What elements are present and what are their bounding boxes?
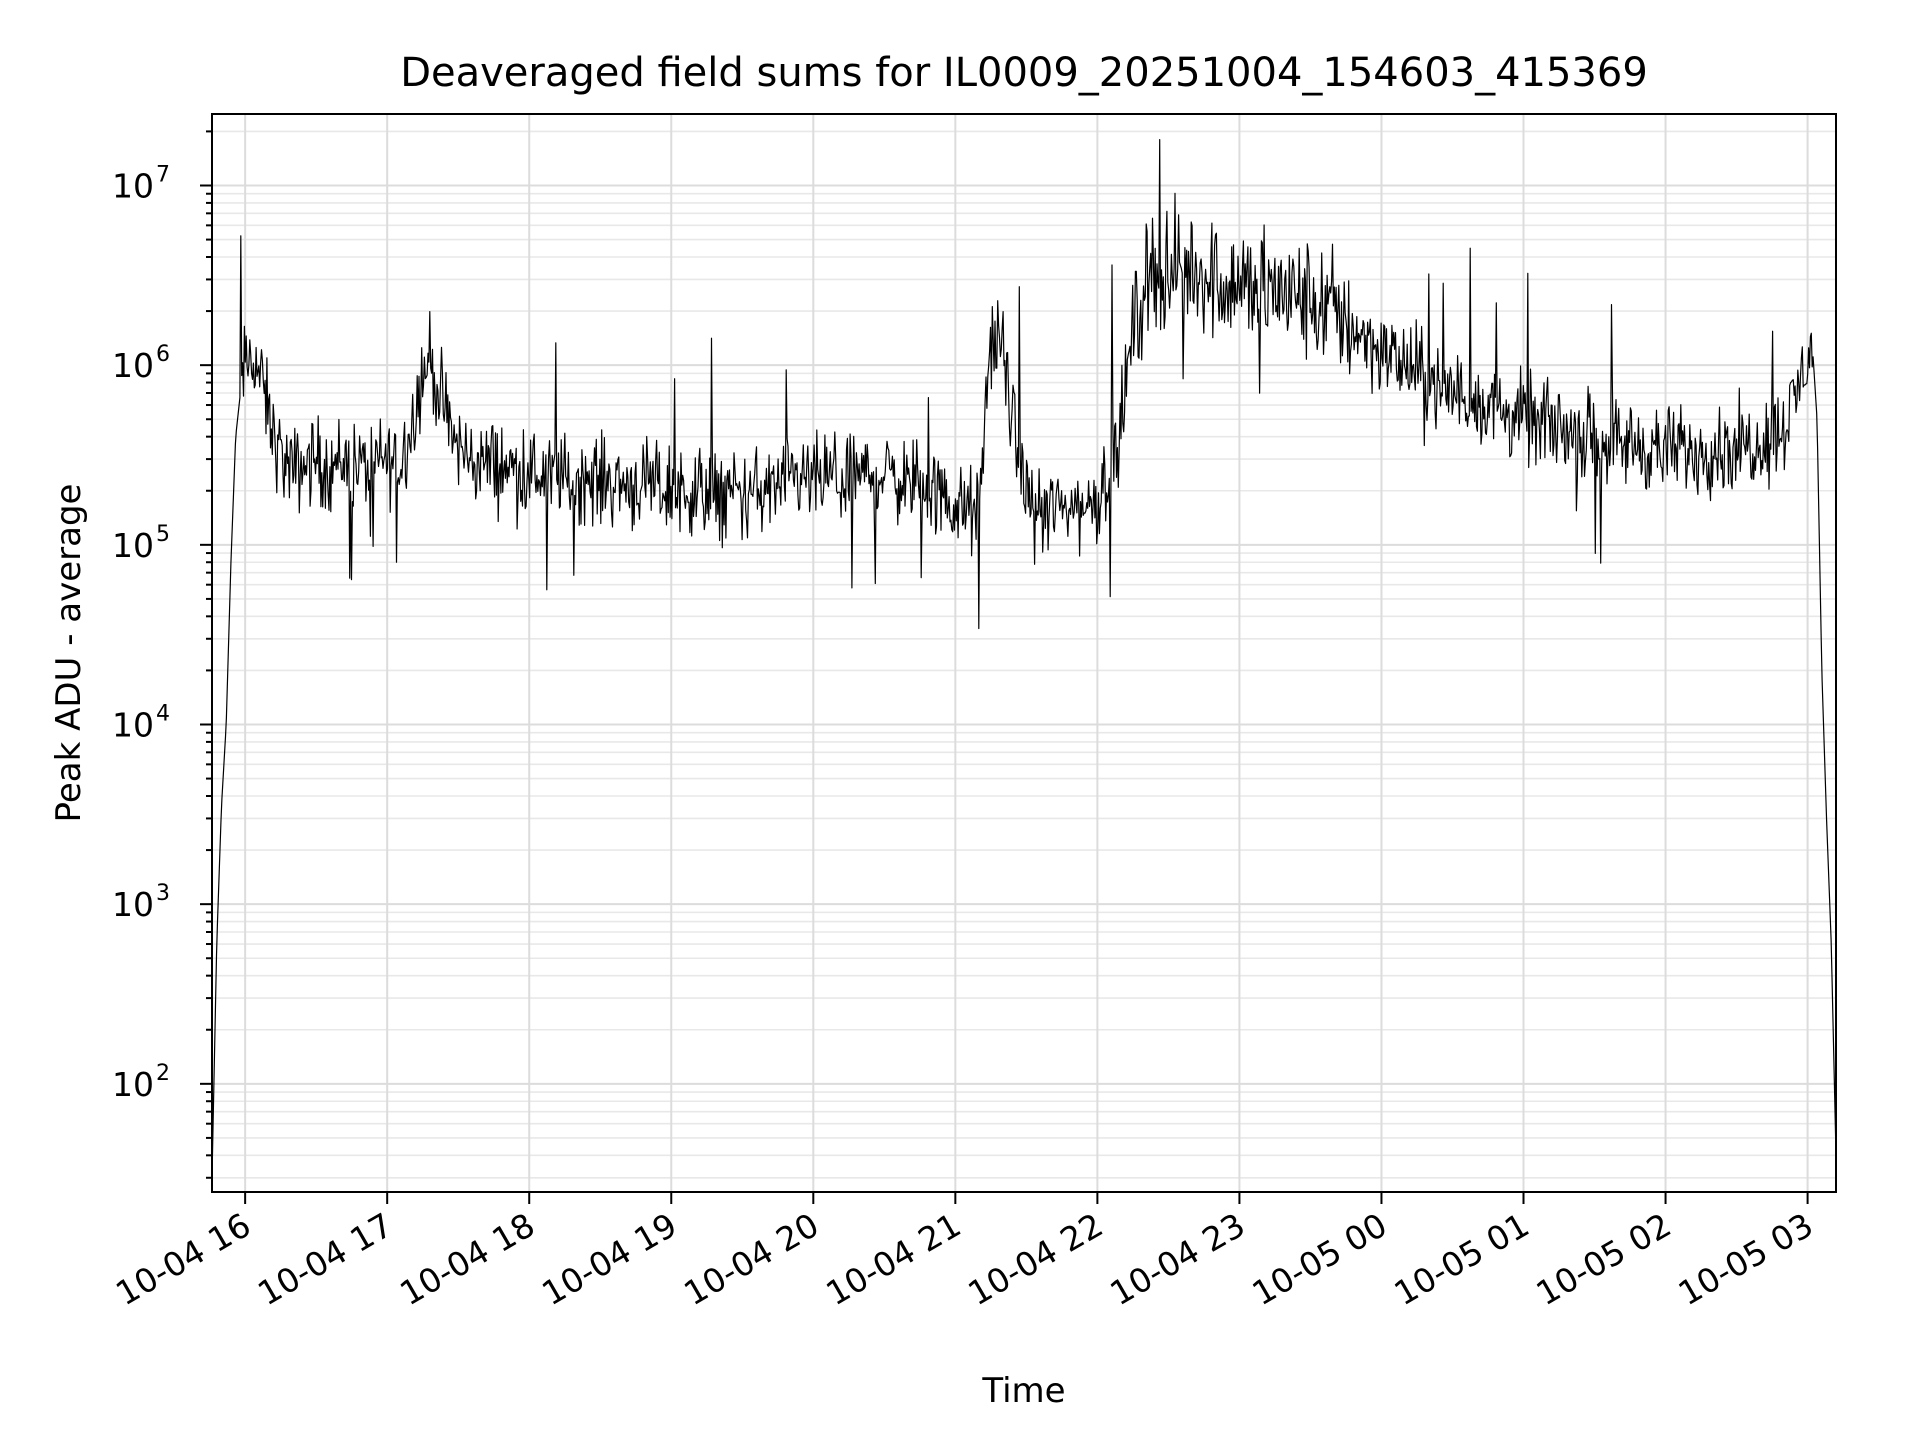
y-tick-label: 10 xyxy=(112,705,154,744)
y-tick-label-exponent: 7 xyxy=(156,162,170,187)
y-tick-label-exponent: 4 xyxy=(156,701,170,726)
plot-area xyxy=(212,139,1836,1178)
y-tick-label-exponent: 6 xyxy=(156,342,170,367)
x-axis-label: Time xyxy=(981,1371,1065,1411)
y-tick-label-exponent: 2 xyxy=(156,1061,170,1086)
series-line xyxy=(212,139,1836,1178)
y-axis-label: Peak ADU - average xyxy=(49,484,89,823)
axes-frame xyxy=(211,113,1837,1193)
y-tick-label: 10 xyxy=(112,526,154,565)
y-tick-label-exponent: 5 xyxy=(156,522,170,547)
y-tick-label: 10 xyxy=(112,346,154,385)
chart-title: Deaveraged field sums for IL0009_2025100… xyxy=(400,50,1648,96)
y-tick-label: 10 xyxy=(112,1065,154,1104)
y-tick-label: 10 xyxy=(112,166,154,205)
grid xyxy=(212,114,1836,1192)
y-tick-label: 10 xyxy=(112,885,154,924)
y-tick-label-exponent: 3 xyxy=(156,881,170,906)
